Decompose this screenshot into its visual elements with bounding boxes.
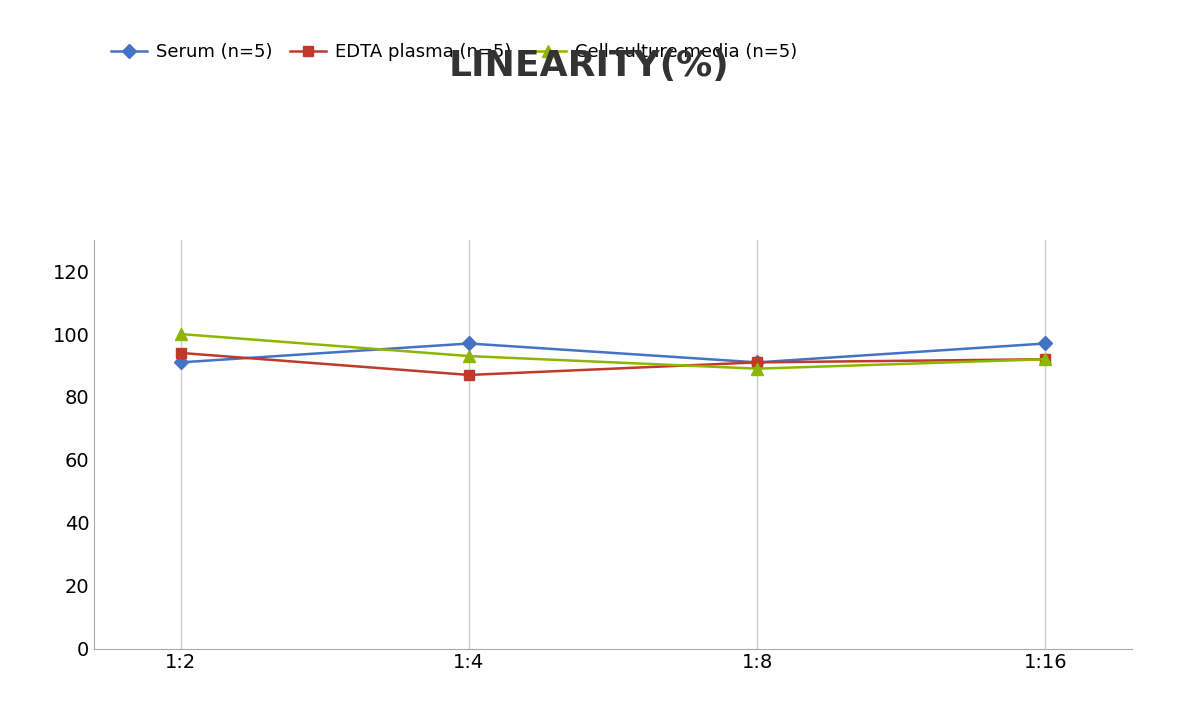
Legend: Serum (n=5), EDTA plasma (n=5), Cell culture media (n=5): Serum (n=5), EDTA plasma (n=5), Cell cul… <box>104 36 804 68</box>
Line: Cell culture media (n=5): Cell culture media (n=5) <box>176 329 1050 374</box>
Serum (n=5) <box>462 339 476 348</box>
Text: LINEARITY(%): LINEARITY(%) <box>449 49 730 83</box>
Cell culture media (n=5) <box>462 352 476 360</box>
Cell culture media (n=5) <box>173 330 187 338</box>
EDTA plasma (n=5) <box>462 371 476 379</box>
Serum (n=5) <box>173 358 187 367</box>
EDTA plasma (n=5) <box>1039 355 1053 364</box>
EDTA plasma (n=5) <box>750 358 764 367</box>
Serum (n=5) <box>750 358 764 367</box>
Cell culture media (n=5) <box>1039 355 1053 364</box>
Cell culture media (n=5) <box>750 364 764 373</box>
Line: Serum (n=5): Serum (n=5) <box>176 338 1050 367</box>
EDTA plasma (n=5) <box>173 349 187 357</box>
Serum (n=5) <box>1039 339 1053 348</box>
Line: EDTA plasma (n=5): EDTA plasma (n=5) <box>176 348 1050 380</box>
